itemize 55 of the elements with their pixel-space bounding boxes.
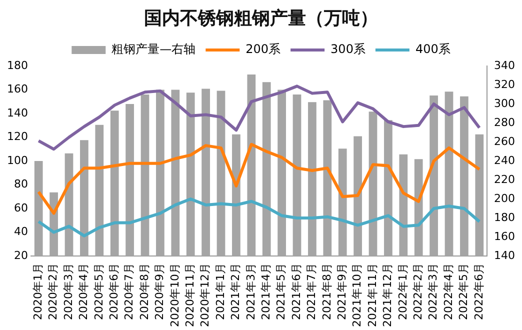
x-tick-label: 2021年3月 [244, 263, 258, 320]
y-tick-label: 160 [6, 82, 28, 96]
x-tick-label: 2020年10月 [168, 263, 182, 328]
x-tick-label: 2022年2月 [411, 263, 424, 320]
y-tick-label: 20 [14, 248, 28, 262]
y2-tick-label: 280 [494, 116, 516, 129]
y-tick-label: 40 [14, 225, 28, 238]
y-tick-label: 100 [6, 154, 28, 167]
x-tick-label: 2020年1月 [31, 263, 44, 320]
x-tick-label: 2021年6月 [290, 263, 303, 320]
y2-tick-label: 260 [494, 134, 516, 148]
y-tick-label: 180 [6, 58, 28, 72]
chart-title: 国内不锈钢粗钢产量（万吨） [143, 7, 379, 31]
y2-tick-label: 140 [494, 248, 516, 262]
x-tick-label: 2021年11月 [366, 263, 379, 328]
legend-label: 粗钢产量—右轴 [112, 42, 196, 56]
y2-tick-label: 160 [494, 230, 516, 243]
x-tick-label: 2020年7月 [122, 263, 136, 320]
y2-tick-label: 340 [494, 58, 516, 72]
x-tick-label: 2020年12月 [198, 263, 212, 328]
x-tick-label: 2021年5月 [274, 263, 288, 320]
y2-tick-label: 180 [494, 210, 516, 224]
legend-label: 200系 [246, 42, 281, 56]
y-tick-label: 60 [14, 201, 28, 214]
x-tick-label: 2021年8月 [320, 263, 334, 320]
legend-label: 400系 [415, 42, 450, 56]
y-tick-label: 120 [6, 130, 28, 144]
y2-tick-label: 220 [494, 172, 516, 186]
x-tick-label: 2020年3月 [62, 263, 75, 320]
x-tick-label: 2022年4月 [442, 263, 455, 320]
x-tick-label: 2022年5月 [457, 263, 470, 320]
y2-tick-label: 320 [494, 78, 516, 91]
x-tick-label: 2020年2月 [46, 263, 60, 320]
x-tick-label: 2021年9月 [335, 263, 348, 320]
x-tick-label: 2021年12月 [381, 263, 394, 328]
y-tick-label: 80 [14, 178, 28, 191]
y2-tick-label: 300 [494, 96, 516, 110]
x-tick-label: 2021年7月 [305, 263, 318, 320]
y-tick-label: 140 [6, 106, 28, 120]
x-tick-label: 2022年6月 [472, 263, 486, 320]
x-tick-label: 2020年6月 [107, 263, 120, 320]
x-tick-label: 2021年10月 [350, 263, 364, 328]
x-tick-label: 2020年5月 [92, 263, 106, 320]
x-tick-label: 2021年1月 [214, 263, 227, 320]
x-tick-label: 2021年2月 [229, 263, 242, 320]
legend-label: 300系 [330, 42, 366, 56]
x-tick-label: 2020年9月 [153, 263, 166, 320]
x-tick-label: 2020年4月 [77, 263, 90, 320]
x-tick-label: 2020年8月 [138, 263, 151, 320]
x-tick-label: 2020年11月 [183, 263, 196, 328]
x-tick-label: 2021年4月 [259, 263, 272, 320]
y2-tick-label: 200 [494, 192, 516, 205]
y2-tick-label: 240 [494, 154, 516, 167]
x-tick-label: 2022年3月 [426, 263, 440, 320]
x-tick-label: 2022年1月 [396, 263, 410, 320]
